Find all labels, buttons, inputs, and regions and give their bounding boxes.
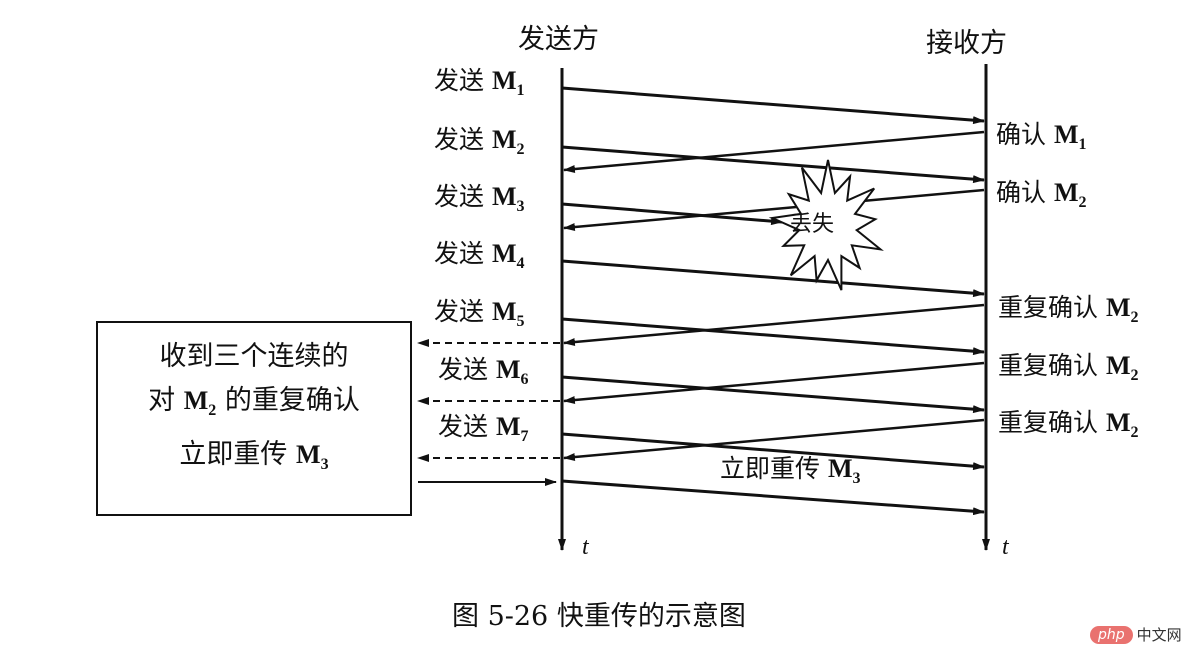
send-label-m7: 发送 M7	[438, 412, 529, 445]
ack-label-5: 重复确认 M2	[998, 408, 1139, 441]
ack-label-2: 确认 M2	[996, 178, 1087, 211]
box-line-3: 立即重传 M3	[179, 439, 329, 473]
segment-m1	[561, 86, 985, 125]
segment-m6	[561, 375, 985, 414]
segment-m7	[561, 432, 985, 471]
watermark-text: 中文网	[1136, 626, 1182, 644]
watermark-logo: php	[1090, 625, 1133, 644]
box-line-2: 对 M2 的重复确认	[148, 385, 360, 419]
watermark: php 中文网	[1090, 624, 1182, 645]
figure-caption: 图 5-26 快重传的示意图	[452, 601, 746, 632]
box-line-1: 收到三个连续的	[159, 341, 349, 372]
retransmit-label: 立即重传 M3	[720, 454, 861, 487]
ack-arrow-5	[563, 418, 985, 461]
lost-burst-icon	[768, 159, 884, 291]
receiver-title: 接收方	[926, 28, 1007, 59]
send-label-m3: 发送 M3	[434, 182, 525, 215]
send-label-m1: 发送 M1	[434, 66, 525, 99]
sender-action-box: 收到三个连续的 对 M2 的重复确认 立即重传 M3	[96, 321, 412, 516]
receiver-time-label: t	[1002, 534, 1009, 560]
segment-m2	[561, 145, 985, 184]
ack-arrow-2	[563, 188, 985, 231]
ack-arrow-4	[563, 361, 985, 404]
ack-label-4: 重复确认 M2	[998, 351, 1139, 384]
ack-label-1: 确认 M1	[996, 120, 1087, 153]
sender-time-label: t	[582, 534, 589, 560]
segment-m5	[561, 317, 985, 356]
segment-m4	[561, 259, 985, 298]
segment-m3-retransmit	[561, 479, 985, 516]
ack-arrow-1	[563, 130, 985, 173]
send-label-m6: 发送 M6	[438, 355, 529, 388]
send-label-m5: 发送 M5	[434, 297, 525, 330]
lost-label: 丢失	[790, 212, 835, 237]
segment-m3-lost	[561, 202, 783, 226]
sender-title: 发送方	[518, 24, 599, 55]
ack-arrow-3	[563, 303, 985, 346]
send-label-m2: 发送 M2	[434, 125, 525, 158]
ack-label-3: 重复确认 M2	[998, 293, 1139, 326]
send-label-m4: 发送 M4	[434, 239, 525, 272]
